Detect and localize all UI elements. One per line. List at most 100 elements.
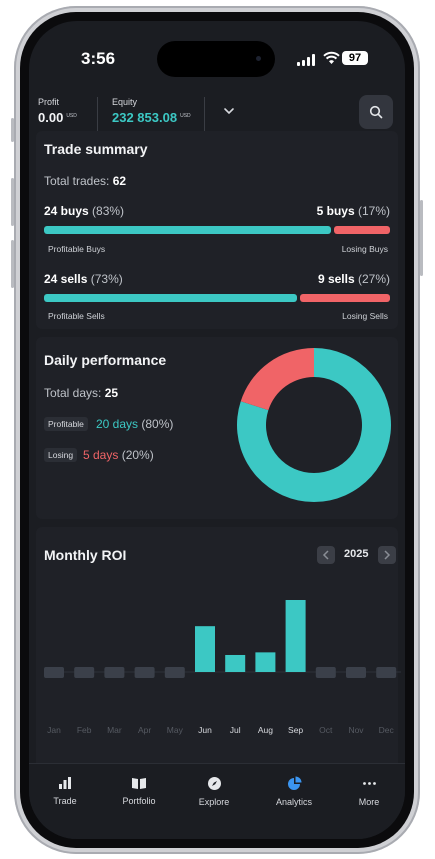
roi-bar-may[interactable] <box>164 667 185 678</box>
equity-label: Equity <box>112 97 138 107</box>
profitable-days-badge: Profitable <box>44 417 88 431</box>
month-label-aug: Aug <box>257 725 273 735</box>
phone-frame: 3:56 97 Profit 0.00 USD <box>14 6 420 854</box>
roi-bar-jun[interactable] <box>195 626 215 672</box>
book-icon <box>132 778 146 789</box>
roi-bar-dec[interactable] <box>376 667 397 678</box>
profit-block: Profit 0.00 USD <box>38 97 77 125</box>
profitable-days: 20 days (80%) <box>96 417 174 431</box>
search-icon <box>369 105 383 119</box>
equity-value: 232 853.08 <box>112 110 178 125</box>
bar-chart-icon <box>59 777 71 789</box>
buys-progress-bar <box>44 226 390 234</box>
trade-summary-card: Trade summary Total trades: 62 24 buys (… <box>36 131 398 329</box>
previous-year-button[interactable] <box>317 546 335 564</box>
profitable-sells-label: Profitable Sells <box>48 311 105 321</box>
roi-bar-mar[interactable] <box>104 667 125 678</box>
month-label-mar: Mar <box>107 725 122 735</box>
month-label-may: May <box>166 725 183 735</box>
pie-chart-icon <box>287 776 301 790</box>
month-label-sep: Sep <box>288 725 304 735</box>
phone-bezel: 3:56 97 Profit 0.00 USD <box>20 12 414 848</box>
tab-explore-label: Explore <box>198 797 230 807</box>
year-label: 2025 <box>344 548 369 560</box>
buys-profitable-segment <box>44 226 331 234</box>
donut-slice-losing <box>240 348 314 411</box>
month-label-apr: Apr <box>137 725 152 735</box>
roi-bar-jan[interactable] <box>44 667 64 678</box>
total-trades-label: Total trades: <box>44 174 110 188</box>
battery-icon: 97 <box>342 51 368 65</box>
app-screen: 3:56 97 Profit 0.00 USD <box>29 21 405 839</box>
equity-block: Equity 232 853.08 USD <box>112 97 191 125</box>
month-label-jul: Jul <box>229 725 241 735</box>
profit-value: 0.00 <box>38 110 64 125</box>
daily-performance-donut <box>237 348 391 502</box>
more-icon <box>362 782 376 785</box>
monthly-roi-chart <box>44 600 401 678</box>
roi-bar-sep[interactable] <box>285 600 306 672</box>
equity-value-row: 232 853.08 USD <box>112 110 191 125</box>
month-label-jan: Jan <box>47 725 61 735</box>
camera-dot <box>256 56 261 61</box>
roi-bar-apr[interactable] <box>134 667 155 678</box>
tab-more[interactable]: More <box>339 776 399 807</box>
month-label-dec: Dec <box>378 725 394 735</box>
profitable-buys-label: Profitable Buys <box>48 244 106 254</box>
bottom-tab-bar: Trade Portfolio Explore <box>29 763 405 839</box>
total-days: Total days: 25 <box>44 386 118 400</box>
profit-currency: USD <box>66 112 77 119</box>
roi-bar-feb[interactable] <box>74 667 95 678</box>
roi-bar-jul[interactable] <box>225 654 246 672</box>
total-days-label: Total days: <box>44 386 102 400</box>
month-label-feb: Feb <box>76 725 92 735</box>
profit-value-row: 0.00 USD <box>38 110 77 125</box>
losing-buys-label: Losing Buys <box>341 244 388 254</box>
wifi-icon <box>323 51 340 64</box>
sells-losing-segment <box>300 294 390 302</box>
next-year-button[interactable] <box>378 546 396 564</box>
trade-summary-title: Trade summary <box>44 141 148 157</box>
donut-slice-profitable <box>237 348 391 502</box>
account-header: Profit 0.00 USD Equity 232 853.08 USD <box>29 91 405 141</box>
daily-performance-card: Daily performance Total days: 25 Profita… <box>36 337 398 519</box>
search-button[interactable] <box>359 95 393 129</box>
tab-trade[interactable]: Trade <box>35 776 95 806</box>
header-divider <box>97 97 98 131</box>
total-trades-value: 62 <box>112 174 127 188</box>
status-time: 3:56 <box>81 49 116 68</box>
signal-icon <box>297 54 319 66</box>
roi-bar-aug[interactable] <box>255 652 276 672</box>
sells-progress-bar <box>44 294 390 302</box>
tab-analytics[interactable]: Analytics <box>264 776 324 807</box>
tab-trade-label: Trade <box>53 796 77 806</box>
losing-days-badge: Losing <box>44 448 78 462</box>
chevron-down-icon[interactable] <box>223 107 235 115</box>
status-bar: 3:56 97 <box>29 21 405 85</box>
roi-bar-nov[interactable] <box>346 667 366 678</box>
tab-explore[interactable]: Explore <box>184 776 244 807</box>
losing-days: 5 days (20%) <box>83 448 154 462</box>
header-divider <box>204 97 205 131</box>
total-trades: Total trades: 62 <box>44 174 126 188</box>
profitable-sells-count: 24 sells (73%) <box>44 272 123 286</box>
roi-bar-oct[interactable] <box>315 667 336 678</box>
losing-sells-count: 9 sells (27%) <box>317 272 390 286</box>
dynamic-island <box>157 41 275 77</box>
month-label-oct: Oct <box>319 725 333 735</box>
total-days-value: 25 <box>104 386 119 400</box>
monthly-roi-title: Monthly ROI <box>44 547 127 563</box>
sells-profitable-segment <box>44 294 297 302</box>
volume-down-button <box>11 240 14 288</box>
month-label-jun: Jun <box>198 725 212 735</box>
monthly-roi-card: Monthly ROI 2025 Jan Feb Mar Apr May Jun Jul Au… <box>36 527 401 777</box>
tab-analytics-label: Analytics <box>275 797 312 807</box>
tab-portfolio[interactable]: Portfolio <box>109 776 169 806</box>
profit-label: Profit <box>38 97 60 107</box>
power-button <box>420 200 423 276</box>
buys-losing-segment <box>334 226 390 234</box>
profitable-buys-count: 24 buys (83%) <box>44 204 125 218</box>
tab-more-label: More <box>358 797 380 807</box>
losing-sells-label: Losing Sells <box>342 311 388 321</box>
chevron-right-icon <box>384 550 391 560</box>
